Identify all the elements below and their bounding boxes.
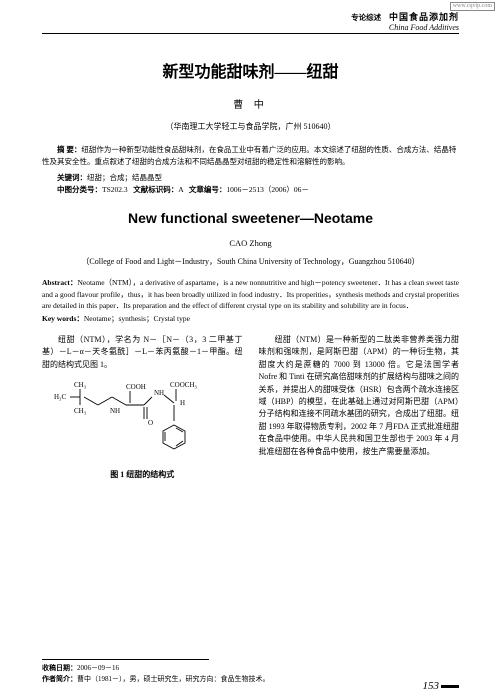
abstract-cn-label: 摘 要： — [57, 145, 81, 154]
keywords-cn: 关键词：纽甜；合成；结晶晶型 — [42, 172, 459, 184]
body-columns: 纽甜（NTM），学名为 N－［N－（3，3 二甲基丁基）－L－α－天冬氨酰］－L… — [42, 334, 459, 484]
body-right-p1: 纽甜（NTM）是一种新型的二肽类非营养类强力甜味剂和强味剂，是阿斯巴甜（APM）… — [259, 334, 460, 458]
article-title-cn: 新型功能甜味剂——纽甜 — [42, 58, 459, 82]
abstract-en-text: Neotame（NTM），a derivative of aspartame，i… — [42, 278, 459, 310]
label-ch3: CH₃ — [74, 381, 87, 389]
recv-val: 2006－09－16 — [77, 664, 119, 672]
author-cn: 曹 中 — [42, 96, 459, 111]
keywords-en: Key words：Neotame；synthesis；Crystal type — [42, 313, 459, 324]
author-en: CAO Zhong — [42, 238, 459, 248]
watermark: www.cqvip.com — [450, 2, 495, 11]
affiliation-en: （College of Food and Light－Industry，Sout… — [42, 256, 459, 267]
article-id-val: 1006－2513（2006）06－ — [226, 185, 309, 194]
article-id-label: 文章编号： — [189, 185, 227, 194]
body-left-p1: 纽甜（NTM），学名为 N－［N－（3，3 二甲基丁基）－L－α－天冬氨酰］－L… — [42, 334, 243, 371]
abstract-cn-text: 纽甜作为一种新型功能性食品甜味剂，在食品工业中有着广泛的应用。本文综述了纽甜的性… — [42, 145, 456, 166]
doc-code-val: A — [178, 185, 183, 194]
keywords-cn-text: 纽甜；合成；结晶晶型 — [87, 173, 162, 182]
page-number: 153 — [423, 680, 460, 692]
abstract-cn: 摘 要：纽甜作为一种新型功能性食品甜味剂，在食品工业中有着广泛的应用。本文综述了… — [42, 144, 459, 168]
abstract-en-label: Abstract： — [42, 278, 77, 287]
page-number-bar — [441, 685, 459, 688]
label-ch3: H₃C — [54, 393, 66, 401]
author-bio-label: 作者简介： — [42, 675, 77, 683]
doc-code-label: 文献标识码： — [133, 185, 178, 194]
footer: 收稿日期：2006－09－16 作者简介：曹中（1981－），男，硕士研究生，研… — [42, 659, 459, 684]
page-number-val: 153 — [423, 680, 440, 692]
label-ch3: CH₃ — [74, 407, 87, 415]
class-val: TS202.3 — [102, 185, 128, 194]
journal-name-en: China Food Additives — [389, 23, 459, 32]
journal-header: 专论综述 中国食品添加剂 China Food Additives — [42, 12, 459, 34]
label-cooh: COOH — [126, 383, 146, 391]
author-bio-val: 曹中（1981－），男，硕士研究生，研究方向：食品生物技术。 — [77, 675, 270, 683]
class-label: 中图分类号： — [57, 185, 102, 194]
footer-rule — [42, 659, 209, 660]
affiliation-cn: （华南理工大学轻工与食品学院，广州 510640） — [42, 121, 459, 132]
classification-line: 中图分类号：TS202.3 文献标识码：A 文章编号：1006－2513（200… — [42, 184, 459, 196]
chemical-structure: H₃C CH₃ CH₃ NH COOH — [42, 377, 243, 481]
received-date: 收稿日期：2006－09－16 — [42, 663, 459, 674]
page: 专论综述 中国食品添加剂 China Food Additives 新型功能甜味… — [0, 0, 501, 484]
abstract-en: Abstract：Neotame（NTM），a derivative of as… — [42, 277, 459, 311]
figure-caption: 图 1 纽甜的结构式 — [42, 469, 243, 481]
keywords-en-text: Neotame；synthesis；Crystal type — [84, 314, 190, 323]
label-nh: NH — [110, 407, 120, 415]
article-title-en: New functional sweetener—Neotame — [42, 210, 459, 226]
left-column: 纽甜（NTM），学名为 N－［N－（3，3 二甲基丁基）－L－α－天冬氨酰］－L… — [42, 334, 243, 484]
author-bio: 作者简介：曹中（1981－），男，硕士研究生，研究方向：食品生物技术。 — [42, 674, 459, 685]
label-nh: NH — [154, 389, 164, 397]
section-label: 专论综述 — [351, 14, 381, 23]
keywords-cn-label: 关键词： — [57, 173, 87, 182]
label-cooch3: COOCH₃ — [170, 381, 198, 389]
recv-label: 收稿日期： — [42, 664, 77, 672]
label-o: O — [148, 419, 153, 427]
journal-name-cn: 中国食品添加剂 — [389, 12, 459, 22]
label-h: H — [180, 399, 185, 407]
keywords-en-label: Key words： — [42, 314, 84, 323]
right-column: 纽甜（NTM）是一种新型的二肽类非营养类强力甜味剂和强味剂，是阿斯巴甜（APM）… — [259, 334, 460, 484]
